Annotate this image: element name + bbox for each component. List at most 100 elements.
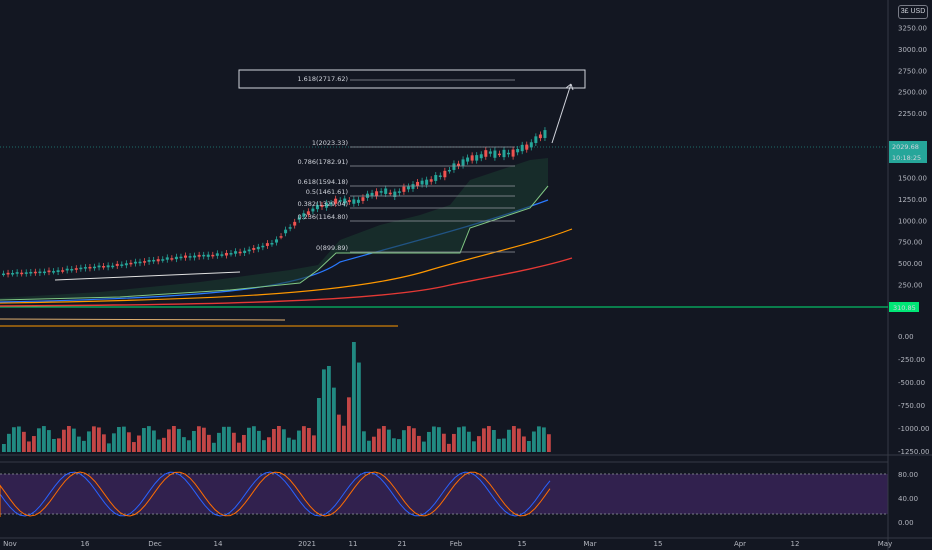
candle bbox=[70, 268, 74, 271]
macd-bar bbox=[167, 429, 171, 452]
macd-bar bbox=[157, 439, 161, 452]
macd-bar bbox=[42, 426, 46, 452]
macd-bar bbox=[497, 438, 501, 452]
currency-badge[interactable]: 3£ USD bbox=[898, 5, 928, 19]
macd-bar bbox=[472, 441, 476, 452]
resistance-trendline bbox=[54, 271, 241, 281]
candle bbox=[475, 155, 479, 161]
macd-bar bbox=[217, 432, 221, 452]
macd-bar bbox=[132, 442, 136, 452]
candle bbox=[297, 217, 301, 220]
fib-label: 0.618(1594.18) bbox=[297, 178, 348, 186]
candle bbox=[315, 204, 319, 210]
price-axis-label: 3000.00 bbox=[898, 46, 927, 54]
stoch-axis-label: 80.00 bbox=[898, 471, 918, 479]
candle bbox=[179, 256, 183, 259]
macd-bar bbox=[307, 427, 311, 452]
candle bbox=[124, 263, 128, 266]
fib-label: 0.786(1782.91) bbox=[297, 158, 348, 166]
macd-bar bbox=[252, 426, 256, 452]
ma-orange bbox=[0, 228, 573, 304]
time-axis-label: 11 bbox=[349, 540, 358, 548]
candle bbox=[111, 265, 115, 268]
candle bbox=[479, 154, 483, 159]
candle bbox=[457, 163, 460, 167]
candle bbox=[147, 259, 151, 262]
macd-bar bbox=[372, 436, 376, 452]
macd-bar bbox=[522, 436, 526, 452]
fib-label: 0.236(1164.80) bbox=[297, 213, 348, 221]
macd-bar bbox=[257, 430, 261, 452]
time-axis-label: Feb bbox=[450, 540, 463, 548]
macd-bar bbox=[67, 426, 71, 452]
candle bbox=[538, 134, 542, 139]
macd-bar bbox=[292, 439, 296, 452]
stoch-axis-label: 0.00 bbox=[898, 519, 914, 527]
macd-bar bbox=[22, 431, 26, 452]
candle bbox=[38, 271, 42, 274]
candle bbox=[411, 184, 415, 189]
candle bbox=[252, 248, 256, 250]
candle bbox=[388, 192, 392, 195]
price-tag bbox=[889, 141, 927, 163]
macd-bar bbox=[32, 436, 36, 452]
price-panel bbox=[0, 0, 888, 337]
candle bbox=[115, 263, 119, 266]
candle bbox=[293, 221, 297, 226]
candle bbox=[33, 271, 37, 274]
macd-bar bbox=[492, 430, 496, 452]
macd-bar bbox=[247, 427, 251, 452]
candle bbox=[170, 258, 174, 260]
macd-bar bbox=[517, 428, 521, 452]
macd-bar bbox=[442, 433, 446, 452]
macd-bar bbox=[412, 428, 416, 452]
candle bbox=[520, 144, 524, 152]
macd-bar bbox=[52, 438, 56, 452]
macd-bar bbox=[327, 365, 331, 452]
candle bbox=[529, 142, 533, 148]
candle bbox=[438, 175, 442, 177]
macd-bar bbox=[317, 398, 321, 452]
candle bbox=[138, 261, 142, 264]
candle bbox=[229, 253, 233, 255]
candle bbox=[361, 197, 365, 201]
candle bbox=[243, 250, 247, 254]
macd-bar bbox=[147, 426, 151, 452]
macd-bar bbox=[332, 387, 336, 452]
macd-bar bbox=[57, 438, 61, 452]
candle bbox=[429, 179, 433, 182]
macd-bar bbox=[357, 362, 361, 452]
macd-bar bbox=[287, 437, 291, 452]
candle bbox=[402, 186, 406, 192]
macd-bar bbox=[467, 431, 471, 452]
candle bbox=[370, 192, 374, 196]
macd-bar bbox=[362, 431, 366, 452]
candle bbox=[497, 153, 501, 156]
macd-bar bbox=[102, 434, 106, 452]
candle bbox=[270, 242, 274, 245]
candle bbox=[470, 155, 474, 161]
candle bbox=[511, 149, 515, 157]
candle bbox=[79, 267, 83, 270]
candle bbox=[220, 254, 224, 256]
price-tag-countdown: 10:18:25 bbox=[892, 154, 921, 162]
fib-target-label: 1.618(2717.62) bbox=[297, 75, 348, 83]
macd-bar bbox=[197, 426, 201, 452]
price-axis-label: 3250.00 bbox=[898, 24, 927, 32]
candle bbox=[352, 199, 356, 204]
fib-target-box bbox=[238, 69, 586, 89]
candle bbox=[20, 272, 24, 275]
candle bbox=[502, 149, 506, 158]
price-axis-label: 1500.00 bbox=[898, 174, 927, 182]
macd-axis-label: -250.00 bbox=[898, 356, 925, 364]
candle bbox=[88, 266, 92, 269]
stoch-axis-label: 40.00 bbox=[898, 495, 918, 503]
macd-bar bbox=[427, 431, 431, 452]
macd-bar bbox=[397, 439, 401, 452]
candle bbox=[102, 266, 106, 268]
macd-bar bbox=[202, 427, 206, 452]
candle bbox=[174, 256, 178, 260]
candle bbox=[211, 254, 215, 257]
